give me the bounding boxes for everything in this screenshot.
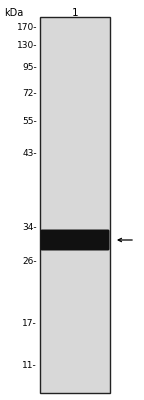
Text: 72-: 72- [22,88,37,98]
Text: 34-: 34- [22,224,37,232]
Text: 55-: 55- [22,118,37,126]
Text: 130-: 130- [17,40,37,50]
Text: 11-: 11- [22,360,37,370]
Text: 17-: 17- [22,318,37,328]
Bar [40,17,110,393]
Text: 1: 1 [72,8,78,18]
Text: 95-: 95- [22,64,37,72]
Text: 26-: 26- [22,258,37,266]
FancyBboxPatch shape [40,230,109,250]
Text: kDa: kDa [4,8,24,18]
Text: 43-: 43- [22,150,37,158]
Text: 170-: 170- [17,24,37,32]
